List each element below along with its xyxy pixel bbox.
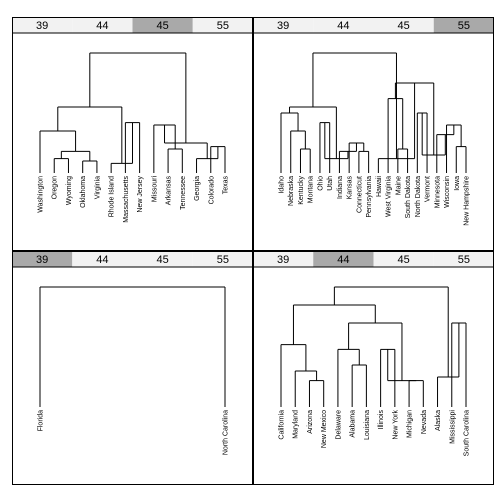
leaf-label: Washington bbox=[38, 176, 45, 213]
strip-label: 44 bbox=[96, 20, 108, 32]
leaf-label: Florida bbox=[38, 410, 45, 432]
strip-cell bbox=[12, 251, 73, 267]
strip-cell bbox=[253, 17, 314, 33]
leaf-label: Pennsylvania bbox=[366, 176, 373, 218]
leaf-label: Oregon bbox=[52, 176, 59, 199]
panel-bottom-right: 39 44 45 55 California Maryland Arizona New Mex… bbox=[253, 251, 494, 485]
leaf-label: Minnesota bbox=[434, 176, 441, 208]
leaf-label: Rhode Island bbox=[109, 176, 116, 217]
strip-label: 39 bbox=[277, 254, 289, 266]
strip-label: 55 bbox=[458, 254, 470, 266]
leaf-label: Maine bbox=[395, 176, 402, 195]
leaf-label: Wyoming bbox=[66, 176, 73, 205]
strip-label: 39 bbox=[277, 20, 289, 32]
leaf-label: South Dakota bbox=[405, 176, 412, 219]
strip-label: 45 bbox=[398, 254, 410, 266]
leaf-label: Louisiana bbox=[364, 410, 371, 440]
leaf-label: Kentucky bbox=[298, 176, 305, 205]
strip-cell bbox=[433, 17, 494, 33]
leaf-label: Ohio bbox=[317, 176, 324, 191]
strip-cell bbox=[373, 251, 434, 267]
leaf-label: Delaware bbox=[335, 410, 342, 440]
strip-label: 55 bbox=[217, 20, 229, 32]
strip-cell bbox=[132, 251, 193, 267]
leaf-label: Illinois bbox=[378, 410, 385, 430]
strip-cell bbox=[313, 251, 374, 267]
leaf-label: Montana bbox=[308, 176, 315, 203]
leaf-label: Oklahoma bbox=[80, 176, 87, 208]
leaf-label: Maryland bbox=[293, 410, 300, 439]
strip-label: 55 bbox=[217, 254, 229, 266]
strip-cell bbox=[192, 251, 253, 267]
leaf-label: Utah bbox=[327, 176, 334, 191]
strip-label: 39 bbox=[36, 254, 48, 266]
leaf-label: Alaska bbox=[435, 410, 442, 431]
strip-label: 45 bbox=[157, 254, 169, 266]
strip-label: 39 bbox=[36, 20, 48, 32]
strip-cell bbox=[72, 251, 133, 267]
leaf-label: Massachusetts bbox=[123, 176, 130, 223]
strip-cell bbox=[72, 17, 133, 33]
leaf-label: Idaho bbox=[279, 176, 286, 194]
leaf-label: Wisconsin bbox=[444, 176, 451, 208]
leaf-label: Hawaii bbox=[376, 176, 383, 197]
leaf-label: North Carolina bbox=[223, 410, 230, 455]
leaf-label: Georgia bbox=[194, 176, 201, 201]
leaf-label: Texas bbox=[223, 176, 230, 195]
leaf-label: Vermont bbox=[425, 176, 432, 202]
leaf-label: Virginia bbox=[94, 176, 101, 199]
panel-bottom-left: 39 44 45 55 Florida North Carolina bbox=[12, 251, 253, 485]
strip-label: 44 bbox=[337, 254, 349, 266]
leaf-label: New Jersey bbox=[137, 176, 144, 213]
leaf-label: South Carolina bbox=[464, 410, 471, 456]
leaf-label: New Hampshire bbox=[464, 176, 471, 226]
leaf-label: New Mexico bbox=[321, 410, 328, 448]
leaf-label: Nebraska bbox=[288, 176, 295, 206]
strip-label: 45 bbox=[157, 20, 169, 32]
panel-border bbox=[253, 17, 494, 251]
strip-label: 44 bbox=[96, 254, 108, 266]
leaf-label: Colorado bbox=[208, 176, 215, 205]
strip-cell bbox=[12, 17, 73, 33]
strip-cell bbox=[433, 251, 494, 267]
panel-border bbox=[12, 17, 253, 251]
leaf-label: North Dakota bbox=[415, 176, 422, 217]
leaf-label: Kansas bbox=[347, 176, 354, 200]
panel-border bbox=[12, 251, 253, 485]
strip-cell bbox=[192, 17, 253, 33]
strip-cell bbox=[253, 251, 314, 267]
leaf-label: New York bbox=[392, 410, 399, 440]
leaf-label: West Virginia bbox=[386, 176, 393, 217]
leaf-label: Nevada bbox=[421, 410, 428, 434]
strip-label: 55 bbox=[458, 20, 470, 32]
leaf-label: Arkansas bbox=[166, 176, 173, 206]
leaf-label: Alabama bbox=[350, 410, 357, 438]
strip-cell bbox=[373, 17, 434, 33]
strip-cell bbox=[132, 17, 193, 33]
leaf-label: Tennessee bbox=[180, 176, 187, 210]
strip-label: 45 bbox=[398, 20, 410, 32]
leaf-label: Indiana bbox=[337, 176, 344, 199]
strip-cell bbox=[313, 17, 374, 33]
leaf-label: Arizona bbox=[307, 410, 314, 434]
leaf-label: Michigan bbox=[407, 410, 414, 438]
panel-border bbox=[253, 251, 494, 485]
leaf-label: Connecticut bbox=[356, 176, 363, 213]
leaf-label: California bbox=[279, 410, 286, 440]
leaf-label: Missouri bbox=[151, 176, 158, 203]
leaf-label: Mississippi bbox=[449, 410, 456, 444]
panel-top-right: 39 44 45 55 Idaho Nebraska Kentucky Montana Ohio… bbox=[253, 17, 494, 251]
panel-top-left: 39 44 45 55 Washington Oregon Wyoming Oklahoma V… bbox=[12, 17, 253, 251]
leaf-label: Iowa bbox=[454, 176, 461, 191]
strip-label: 44 bbox=[337, 20, 349, 32]
